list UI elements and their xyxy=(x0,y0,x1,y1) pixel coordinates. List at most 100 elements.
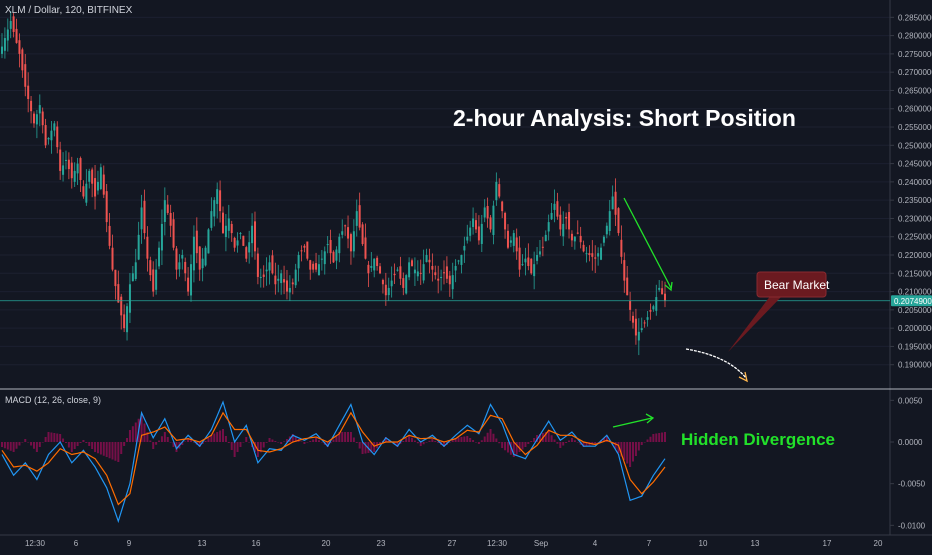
histogram-bar xyxy=(67,442,70,448)
histogram-bar xyxy=(568,440,571,442)
histogram-bar xyxy=(562,442,565,446)
candle-body xyxy=(56,126,59,148)
price-tick-label: 0.26000000 xyxy=(898,105,932,114)
histogram-bar xyxy=(152,442,155,449)
candle-body xyxy=(256,253,259,277)
histogram-bar xyxy=(317,440,320,442)
histogram-bar xyxy=(384,437,387,442)
histogram-bar xyxy=(283,441,286,442)
histogram-bar xyxy=(155,442,158,445)
candle-body xyxy=(317,264,320,276)
candle-body xyxy=(419,272,422,274)
candle-body xyxy=(1,46,3,54)
histogram-bar xyxy=(338,432,341,442)
candle-body xyxy=(477,226,480,241)
candle-body xyxy=(367,264,370,274)
histogram-bar xyxy=(437,442,440,443)
histogram-bar xyxy=(652,434,655,442)
price-tick-label: 0.28500000 xyxy=(898,13,932,22)
time-axis[interactable]: 12:30 6 9 13 16 20 23 27 12:30 Sep 4 7 10 13 17 20 xyxy=(25,539,883,548)
candle-body xyxy=(143,200,146,234)
histogram-bar xyxy=(99,442,102,455)
histogram-bar xyxy=(233,442,236,457)
histogram-bar xyxy=(230,442,233,450)
time-tick-label: Sep xyxy=(534,539,549,548)
price-tick-label: 0.23500000 xyxy=(898,196,932,205)
candle-body xyxy=(492,205,495,235)
histogram-bar xyxy=(9,442,12,451)
histogram-bar xyxy=(623,442,626,460)
candle-body xyxy=(611,196,614,210)
price-tick-label: 0.20500000 xyxy=(898,306,932,315)
histogram-bar xyxy=(405,438,408,442)
candle-body xyxy=(120,296,123,316)
time-tick-label: 9 xyxy=(127,539,132,548)
histogram-bar xyxy=(364,442,367,454)
histogram-bar xyxy=(547,431,550,442)
current-price-tag xyxy=(891,295,932,307)
histogram-bar xyxy=(559,442,562,448)
hidden-divergence-label: Hidden Divergence xyxy=(681,430,835,449)
histogram-bar xyxy=(85,442,88,443)
candle-body xyxy=(291,282,294,285)
histogram-bar xyxy=(259,442,262,453)
histogram-bar xyxy=(126,438,129,442)
candle-body xyxy=(422,264,425,281)
macd-indicator-label[interactable]: MACD (12, 26, close, 9) xyxy=(5,395,101,405)
candle-body xyxy=(602,236,605,243)
candle-body xyxy=(387,287,390,296)
price-axis[interactable]: 0.28500000 0.28000000 0.27500000 0.27000000… xyxy=(890,13,932,370)
histogram-bar xyxy=(300,441,303,442)
histogram-bar xyxy=(472,440,475,442)
candle-body xyxy=(137,234,140,260)
candle-body xyxy=(364,237,367,259)
candle-body xyxy=(195,230,198,254)
candle-body xyxy=(239,233,242,235)
candle-body xyxy=(67,159,70,170)
histogram-bar xyxy=(274,441,277,442)
candle-body xyxy=(312,263,315,270)
histogram-bar xyxy=(515,442,518,455)
price-tick-label: 0.22000000 xyxy=(898,251,932,260)
candle-body xyxy=(440,276,443,279)
candle-body xyxy=(661,288,664,295)
candle-body xyxy=(547,222,550,232)
candle-body xyxy=(486,206,489,219)
histogram-bar xyxy=(64,442,67,443)
candle-body xyxy=(509,240,512,243)
candle-body xyxy=(198,246,201,270)
candle-body xyxy=(527,257,530,266)
candle-body xyxy=(472,218,475,228)
candle-body xyxy=(600,247,603,260)
candlestick-series[interactable] xyxy=(1,10,666,356)
histogram-bar xyxy=(91,442,94,449)
histogram-bar xyxy=(265,442,268,443)
histogram-bar xyxy=(56,433,59,442)
candle-body xyxy=(536,255,539,261)
candle-body xyxy=(32,113,35,124)
candle-body xyxy=(201,258,204,269)
histogram-bar xyxy=(637,442,640,451)
candle-body xyxy=(15,28,18,43)
histogram-bar xyxy=(483,436,486,442)
bear-market-callout-pointer xyxy=(728,295,783,352)
candle-body xyxy=(425,255,428,263)
histogram-bar xyxy=(419,442,422,446)
histogram-bar xyxy=(117,442,120,462)
histogram-bar xyxy=(492,433,495,442)
histogram-bar xyxy=(18,442,21,446)
histogram-bar xyxy=(341,432,344,442)
candle-body xyxy=(166,204,169,213)
candle-body xyxy=(79,158,82,181)
candle-body xyxy=(181,255,184,259)
candle-body xyxy=(184,261,187,274)
price-tick-label: 0.28000000 xyxy=(898,32,932,41)
symbol-label[interactable]: XLM / Dollar, 120, BITFINEX xyxy=(5,5,133,16)
histogram-bar xyxy=(172,442,175,447)
macd-axis[interactable]: 0.0050 0.0000 -0.0050 -0.0100 xyxy=(890,396,926,530)
candle-body xyxy=(562,223,565,237)
bear-market-label: Bear Market xyxy=(764,278,830,292)
histogram-bar xyxy=(239,442,242,447)
candle-body xyxy=(626,277,629,296)
